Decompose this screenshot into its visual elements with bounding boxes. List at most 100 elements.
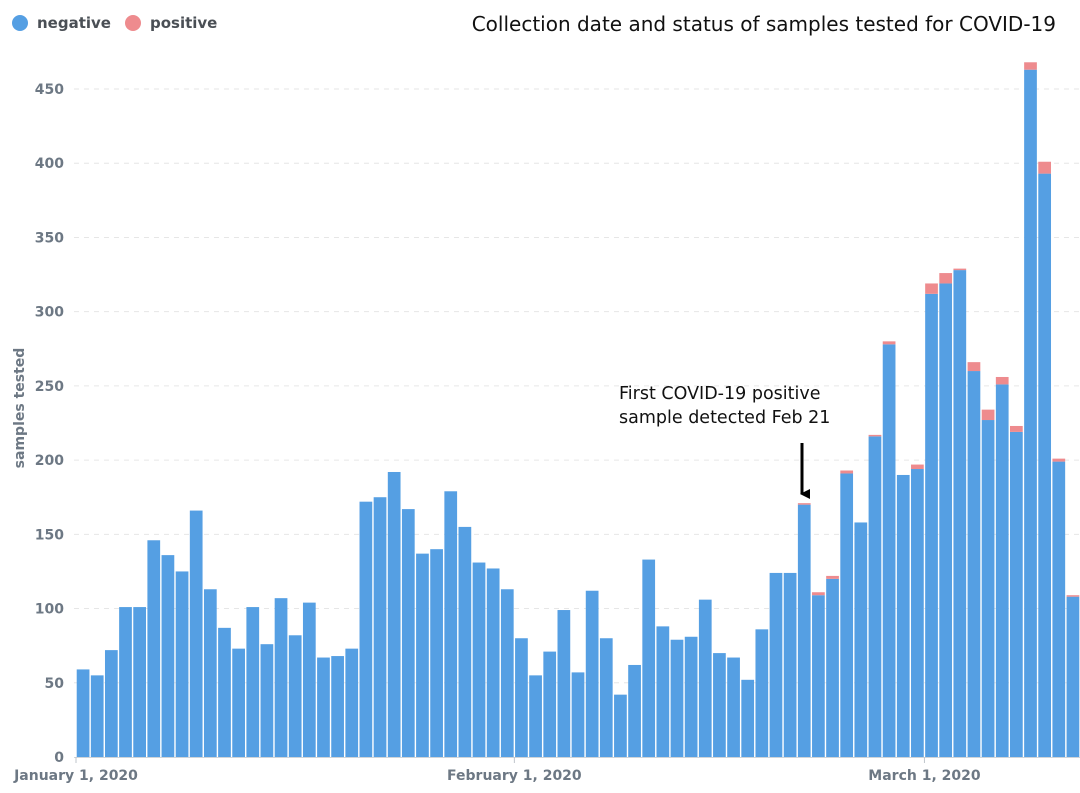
bar-negative-0[interactable]	[76, 669, 90, 757]
bar-negative-69[interactable]	[1052, 461, 1066, 757]
bar-negative-13[interactable]	[260, 644, 274, 757]
bar-positive-62[interactable]	[953, 268, 967, 271]
bar-negative-64[interactable]	[981, 420, 995, 757]
legend-item-positive[interactable]: positive	[124, 14, 217, 32]
bar-negative-61[interactable]	[939, 283, 953, 757]
bar-negative-51[interactable]	[797, 504, 811, 757]
legend-label-negative: negative	[37, 14, 111, 32]
bar-positive-63[interactable]	[967, 362, 981, 372]
bar-negative-48[interactable]	[755, 629, 769, 757]
bar-positive-60[interactable]	[925, 283, 938, 294]
bar-negative-14[interactable]	[274, 598, 288, 757]
bar-negative-60[interactable]	[925, 293, 938, 757]
bar-negative-37[interactable]	[599, 638, 613, 757]
bar-negative-3[interactable]	[119, 607, 132, 757]
bar-negative-56[interactable]	[868, 436, 882, 757]
bar-negative-26[interactable]	[444, 491, 458, 757]
bar-negative-65[interactable]	[995, 384, 1009, 757]
bar-negative-4[interactable]	[133, 607, 146, 757]
bar-positive-67[interactable]	[1024, 62, 1037, 70]
bar-negative-24[interactable]	[416, 553, 429, 757]
bar-negative-1[interactable]	[90, 675, 104, 757]
bar-negative-9[interactable]	[203, 589, 217, 757]
bar-negative-8[interactable]	[189, 510, 203, 757]
bar-negative-58[interactable]	[896, 474, 910, 757]
legend-swatch-negative	[12, 15, 28, 31]
bar-negative-31[interactable]	[515, 638, 528, 757]
bar-negative-18[interactable]	[331, 656, 344, 757]
bar-positive-52[interactable]	[812, 592, 825, 596]
bar-positive-64[interactable]	[981, 409, 995, 421]
annotation-text: First COVID-19 positive sample detected …	[619, 382, 830, 430]
bar-negative-16[interactable]	[302, 602, 316, 757]
bar-negative-67[interactable]	[1024, 69, 1037, 757]
bar-negative-36[interactable]	[585, 590, 599, 757]
bar-negative-66[interactable]	[1010, 431, 1023, 757]
y-tick-label-350: 350	[35, 230, 64, 246]
bar-negative-54[interactable]	[840, 473, 854, 757]
bar-negative-59[interactable]	[911, 469, 924, 757]
bar-negative-46[interactable]	[727, 657, 740, 757]
bar-negative-17[interactable]	[317, 657, 330, 757]
bar-negative-20[interactable]	[359, 501, 373, 757]
y-tick-label-150: 150	[35, 527, 64, 543]
bar-positive-54[interactable]	[840, 470, 854, 474]
bar-negative-19[interactable]	[345, 648, 359, 757]
bar-negative-50[interactable]	[783, 572, 797, 757]
bar-negative-70[interactable]	[1066, 596, 1080, 757]
bar-negative-7[interactable]	[175, 571, 189, 757]
bar-positive-69[interactable]	[1052, 458, 1066, 462]
bar-negative-68[interactable]	[1038, 173, 1052, 758]
legend-item-negative[interactable]: negative	[12, 14, 111, 32]
bar-negative-53[interactable]	[826, 578, 839, 757]
bar-negative-38[interactable]	[614, 694, 627, 757]
bar-negative-44[interactable]	[698, 599, 712, 757]
bar-negative-52[interactable]	[812, 595, 825, 757]
bar-negative-62[interactable]	[953, 270, 967, 757]
bar-positive-70[interactable]	[1066, 595, 1080, 597]
bar-positive-59[interactable]	[911, 464, 924, 470]
bar-positive-57[interactable]	[882, 341, 896, 345]
bar-positive-53[interactable]	[826, 575, 839, 579]
bar-negative-15[interactable]	[288, 635, 302, 757]
bar-negative-32[interactable]	[529, 675, 542, 757]
bar-negative-40[interactable]	[642, 559, 656, 757]
bar-positive-61[interactable]	[939, 273, 953, 284]
y-tick-label-450: 450	[35, 82, 64, 98]
bar-negative-23[interactable]	[401, 509, 415, 757]
bar-negative-30[interactable]	[500, 589, 514, 757]
bar-negative-45[interactable]	[713, 653, 726, 757]
bar-negative-55[interactable]	[854, 522, 868, 757]
bar-positive-56[interactable]	[868, 434, 882, 437]
bar-negative-12[interactable]	[246, 607, 260, 757]
bar-negative-41[interactable]	[656, 626, 670, 757]
annotation-line-2: sample detected Feb 21	[619, 408, 831, 428]
bar-negative-35[interactable]	[571, 672, 585, 757]
bar-negative-10[interactable]	[218, 627, 231, 757]
bar-negative-47[interactable]	[741, 679, 755, 757]
bar-negative-63[interactable]	[967, 371, 981, 757]
bar-negative-5[interactable]	[147, 540, 161, 757]
bar-negative-22[interactable]	[387, 471, 401, 757]
bar-negative-27[interactable]	[458, 526, 472, 757]
bar-negative-39[interactable]	[628, 664, 641, 757]
bar-negative-11[interactable]	[232, 648, 245, 757]
bar-positive-65[interactable]	[995, 376, 1009, 385]
bar-negative-57[interactable]	[882, 344, 896, 757]
bar-negative-43[interactable]	[684, 636, 698, 757]
bar-negative-25[interactable]	[430, 549, 443, 757]
bar-negative-6[interactable]	[161, 555, 175, 757]
bar-negative-21[interactable]	[373, 497, 387, 757]
bar-negative-2[interactable]	[104, 650, 118, 757]
x-tick-label-0: January 1, 2020	[13, 768, 138, 784]
bar-positive-68[interactable]	[1038, 161, 1052, 174]
bar-positive-51[interactable]	[797, 503, 811, 505]
bar-negative-33[interactable]	[543, 651, 557, 757]
bar-negative-29[interactable]	[486, 568, 500, 757]
bar-negative-42[interactable]	[670, 639, 684, 757]
bar-negative-49[interactable]	[769, 572, 783, 757]
bar-negative-28[interactable]	[472, 562, 486, 757]
bar-positive-66[interactable]	[1010, 425, 1023, 432]
bar-negative-34[interactable]	[557, 610, 571, 757]
